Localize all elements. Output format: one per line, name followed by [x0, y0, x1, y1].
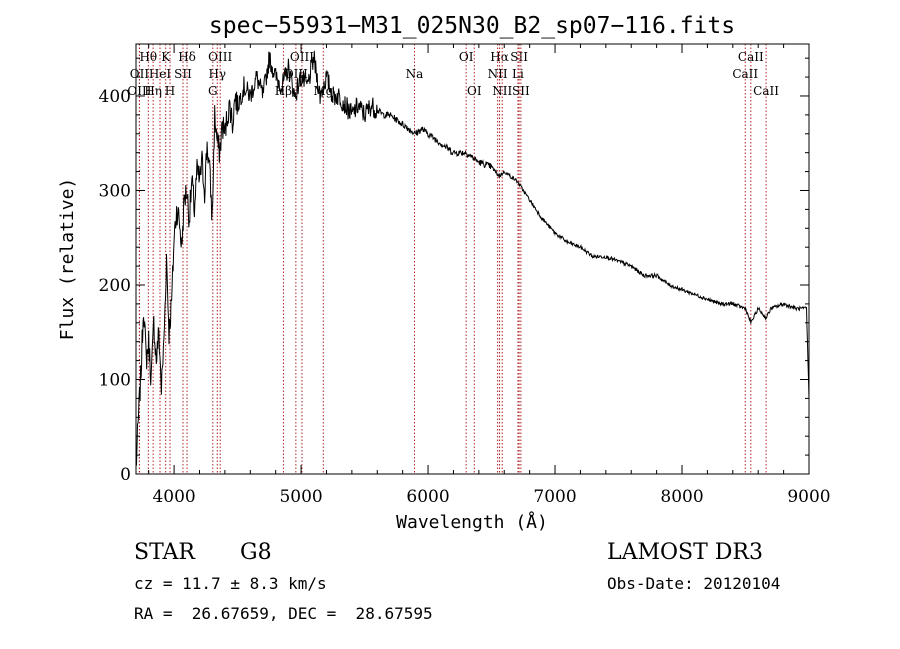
- y-tick-label: 200: [99, 276, 131, 296]
- chart-title: spec−55931−M31_025N30_B2_sp07−116.fits: [209, 13, 735, 39]
- spectrum-chart: spec−55931−M31_025N30_B2_sp07−116.fits H…: [57, 13, 831, 533]
- line-marker-label: Na: [406, 67, 424, 81]
- x-tick-label: 5000: [279, 487, 322, 507]
- line-marker-label: CaII: [732, 67, 758, 81]
- x-tick-label: 6000: [406, 487, 449, 507]
- y-axis-label: Flux (relative): [57, 178, 78, 341]
- line-marker-label: Hθ: [139, 50, 157, 64]
- line-marker-label: H: [165, 84, 175, 98]
- y-tick-label: 0: [120, 465, 131, 485]
- object-class: STAR: [134, 540, 195, 565]
- x-tick-label: 9000: [787, 487, 830, 507]
- line-marker-label: Li: [512, 67, 524, 81]
- x-axis-label: Wavelength (Å): [396, 511, 548, 533]
- y-tick-label: 100: [99, 370, 131, 390]
- line-marker-label: Hβ: [275, 84, 292, 98]
- line-marker-label: NII: [492, 84, 512, 98]
- line-marker-label: OI: [467, 84, 482, 98]
- line-marker-label: K: [161, 50, 171, 64]
- line-marker-label: OI: [459, 50, 474, 64]
- x-tick-label: 4000: [152, 487, 195, 507]
- x-axis: 4000 5000 6000 7000 8000 9000: [148, 44, 831, 507]
- x-tick-label: 7000: [533, 487, 576, 507]
- line-marker-label: Hα: [490, 50, 509, 64]
- line-marker-label: OIII: [127, 84, 151, 98]
- y-axis: 0 100 200 300 400: [99, 57, 809, 485]
- line-marker-label: CaII: [753, 84, 779, 98]
- line-marker-label: OIII: [208, 50, 232, 64]
- line-marker-label: OII: [130, 67, 150, 81]
- x-tick-label: 8000: [660, 487, 703, 507]
- spectrum-line: [135, 50, 810, 467]
- redshift-cz: cz = 11.7 ± 8.3 km/s: [134, 574, 327, 593]
- line-marker-label: OIII: [290, 50, 314, 64]
- line-marker-label: NII: [488, 67, 508, 81]
- line-marker-label: SII: [174, 67, 192, 81]
- line-marker-label: G: [208, 84, 218, 98]
- line-marker-label: Hδ: [178, 50, 196, 64]
- survey-name: LAMOST DR3: [607, 540, 763, 565]
- plot-frame: [135, 43, 810, 475]
- line-marker-label: SII: [510, 50, 528, 64]
- ra-dec: RA = 26.67659, DEC = 28.67595: [134, 604, 433, 623]
- object-subclass: G8: [240, 540, 272, 565]
- line-marker-label: SII: [512, 84, 530, 98]
- line-marker-label: Hη: [144, 84, 162, 98]
- line-marker-label: CaII: [738, 50, 764, 64]
- y-tick-label: 300: [99, 181, 131, 201]
- line-marker-label: Hγ: [208, 67, 226, 81]
- y-tick-label: 400: [99, 87, 131, 107]
- observation-date: Obs-Date: 20120104: [607, 574, 781, 593]
- line-marker-label: HeI: [149, 67, 172, 81]
